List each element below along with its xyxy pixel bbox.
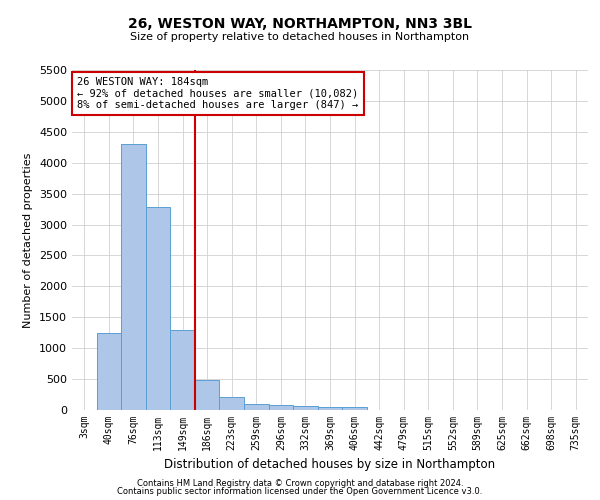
Bar — [97, 332, 121, 410]
Text: Contains public sector information licensed under the Open Government Licence v3: Contains public sector information licen… — [118, 487, 482, 496]
Text: 26 WESTON WAY: 184sqm
← 92% of detached houses are smaller (10,082)
8% of semi-d: 26 WESTON WAY: 184sqm ← 92% of detached … — [77, 77, 358, 110]
Bar — [318, 407, 342, 410]
Bar — [170, 330, 195, 410]
Text: Contains HM Land Registry data © Crown copyright and database right 2024.: Contains HM Land Registry data © Crown c… — [137, 478, 463, 488]
Bar — [195, 380, 220, 410]
Y-axis label: Number of detached properties: Number of detached properties — [23, 152, 34, 328]
Bar — [293, 406, 318, 410]
Text: 26, WESTON WAY, NORTHAMPTON, NN3 3BL: 26, WESTON WAY, NORTHAMPTON, NN3 3BL — [128, 18, 472, 32]
Bar — [146, 207, 170, 410]
X-axis label: Distribution of detached houses by size in Northampton: Distribution of detached houses by size … — [164, 458, 496, 471]
Bar — [220, 397, 244, 410]
Bar — [244, 404, 269, 410]
Bar — [121, 144, 146, 410]
Bar — [269, 404, 293, 410]
Text: Size of property relative to detached houses in Northampton: Size of property relative to detached ho… — [130, 32, 470, 42]
Bar — [342, 407, 367, 410]
